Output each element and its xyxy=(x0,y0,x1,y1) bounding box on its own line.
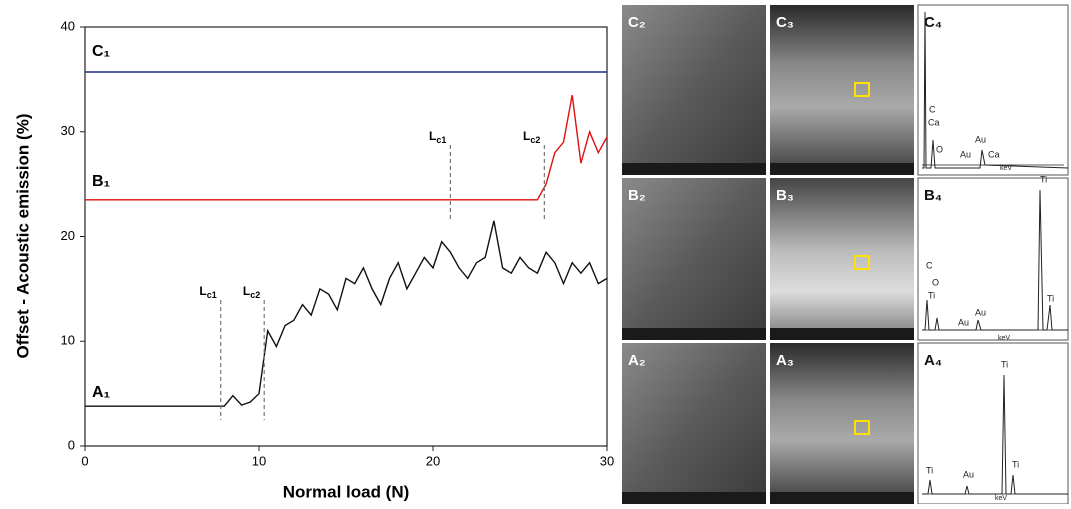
panel-label: B₂ xyxy=(628,187,646,204)
spectrum-trace xyxy=(922,374,1068,495)
label-main: L xyxy=(243,284,250,298)
y-tick-label: 40 xyxy=(61,18,75,33)
x-tick-label: 20 xyxy=(426,453,440,468)
panel-label: B₄ xyxy=(924,187,942,204)
panel-label: A₂ xyxy=(628,352,646,369)
spectrum-label: Ca xyxy=(928,117,940,127)
spectrum-label: Ti xyxy=(1040,174,1047,184)
panel-label: A₄ xyxy=(924,352,942,369)
analysis-box xyxy=(854,255,870,270)
panel-label: B₃ xyxy=(776,187,794,204)
eds-spectrum xyxy=(917,342,1069,505)
spectrum-label: Au xyxy=(958,317,969,327)
sem-image xyxy=(770,343,914,504)
spectrum-label: Ti xyxy=(1047,293,1054,303)
spectrum-label: O xyxy=(936,144,943,154)
sem-info-bar xyxy=(770,492,914,504)
spectrum-label: keV xyxy=(995,495,1007,502)
spectrum-label: Au xyxy=(975,134,986,144)
sem-image xyxy=(770,178,914,340)
panel-label: C₂ xyxy=(628,14,646,31)
label-main: L xyxy=(429,129,436,143)
spectrum-label: Ca xyxy=(988,149,1000,159)
panel-label: C₄ xyxy=(924,14,942,31)
eds-spectrum xyxy=(917,4,1069,176)
analysis-box xyxy=(854,420,870,435)
sem-info-bar xyxy=(770,163,914,175)
x-tick-label: 0 xyxy=(81,453,88,468)
y-tick-label: 10 xyxy=(61,333,75,348)
spectrum-label: Ti xyxy=(926,465,933,475)
y-tick-label: 0 xyxy=(68,437,75,452)
label-sub: c1 xyxy=(207,290,217,300)
spectrum-label: keV xyxy=(998,335,1010,342)
analysis-box xyxy=(854,82,870,97)
spectrum-label: Au xyxy=(975,307,986,317)
series-label: C₁ xyxy=(92,43,111,60)
spectrum-label: Ti xyxy=(928,290,935,300)
x-tick-label: 10 xyxy=(252,453,266,468)
y-axis-title: Offset - Acoustic emission (%) xyxy=(13,114,32,359)
series-label: A₁ xyxy=(92,384,111,401)
spectrum-trace xyxy=(922,189,1068,331)
sem-image xyxy=(622,343,766,504)
critical-load-label: Lc1 xyxy=(429,129,446,145)
critical-load-label: Lc1 xyxy=(199,284,216,300)
sem-image xyxy=(622,178,766,340)
critical-load-label: Lc2 xyxy=(243,284,260,300)
label-sub: c2 xyxy=(250,290,260,300)
spectrum-label: Ti xyxy=(1012,459,1019,469)
spectrum-trace xyxy=(922,11,1069,169)
sem-info-bar xyxy=(622,163,766,175)
sem-image xyxy=(622,5,766,175)
sem-info-bar xyxy=(622,492,766,504)
x-axis-title: Normal load (N) xyxy=(283,482,410,501)
y-tick-label: 20 xyxy=(61,228,75,243)
y-tick-label: 30 xyxy=(61,123,75,138)
series-label: B₁ xyxy=(92,173,111,190)
label-main: L xyxy=(523,129,530,143)
spectrum-label: C xyxy=(929,104,936,114)
spectrum-label: O xyxy=(932,277,939,287)
sem-image xyxy=(770,5,914,175)
x-tick-label: 30 xyxy=(600,453,614,468)
sem-info-bar xyxy=(770,328,914,340)
label-main: L xyxy=(199,284,206,298)
critical-load-label: Lc2 xyxy=(523,129,540,145)
spectrum-label: Ti xyxy=(1001,359,1008,369)
spectrum-label: Au xyxy=(963,469,974,479)
series-line xyxy=(85,220,608,407)
spectrum-label: C xyxy=(926,260,933,270)
plot-frame xyxy=(84,26,608,447)
spectrum-label: keV xyxy=(1000,165,1012,172)
series-line xyxy=(85,94,608,201)
panel-label: C₃ xyxy=(776,14,794,31)
sem-info-bar xyxy=(622,328,766,340)
label-sub: c1 xyxy=(436,135,446,145)
spectrum-label: Au xyxy=(960,149,971,159)
label-sub: c2 xyxy=(530,135,540,145)
panel-label: A₃ xyxy=(776,352,794,369)
